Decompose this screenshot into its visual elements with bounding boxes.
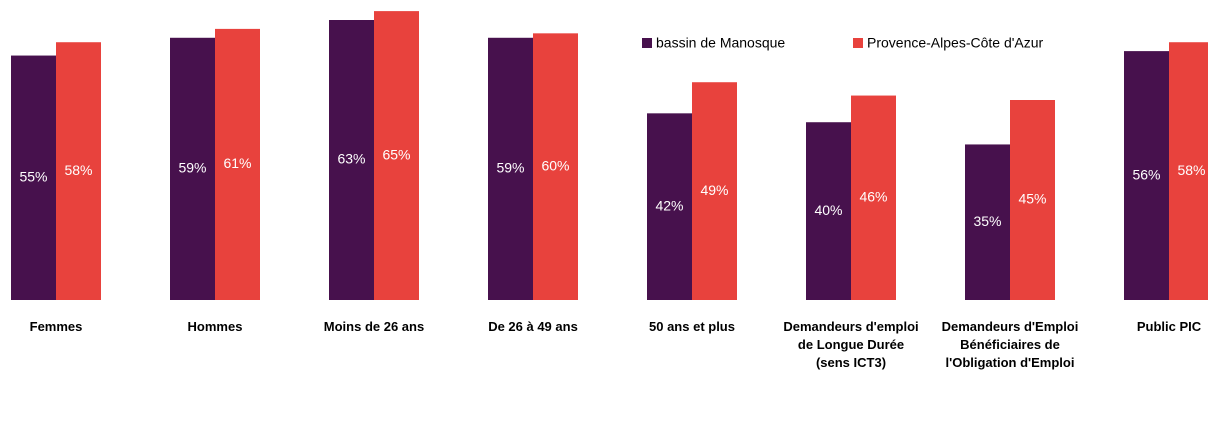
- bar: [329, 20, 374, 300]
- bar: [806, 122, 851, 300]
- category-label: Moins de 26 ans: [323, 319, 425, 334]
- value-label: 65%: [382, 146, 410, 162]
- category-label: Hommes: [187, 319, 243, 334]
- bar: [374, 11, 419, 300]
- bar: [533, 33, 578, 300]
- value-label: 60%: [541, 157, 569, 173]
- value-label: 58%: [64, 162, 92, 178]
- bar: [11, 55, 56, 300]
- value-label: 56%: [1132, 166, 1160, 182]
- value-label: 49%: [700, 182, 728, 198]
- value-label: 61%: [223, 155, 251, 171]
- bar: [965, 144, 1010, 300]
- bar: [692, 82, 737, 300]
- legend-swatch: [853, 38, 863, 48]
- bar: [851, 95, 896, 300]
- category-label: Public PIC: [1136, 319, 1202, 334]
- category-label: 50 ans et plus: [649, 319, 735, 334]
- category-label: De 26 à 49 ans: [488, 319, 578, 334]
- value-label: 35%: [973, 213, 1001, 229]
- value-label: 55%: [19, 168, 47, 184]
- value-label: 59%: [178, 160, 206, 176]
- category-label: Demandeurs d'emploi de Longue Durée (sen…: [783, 319, 919, 370]
- bar: [1124, 51, 1169, 300]
- value-label: 59%: [496, 160, 524, 176]
- bar: [1010, 100, 1055, 300]
- value-label: 45%: [1018, 191, 1046, 207]
- legend-label: bassin de Manosque: [656, 35, 785, 51]
- value-label: 58%: [1177, 162, 1205, 178]
- bar: [215, 28, 260, 301]
- bar: [647, 113, 692, 300]
- bar: [56, 42, 101, 300]
- category-label: Femmes: [29, 319, 83, 334]
- legend-label: Provence-Alpes-Côte d'Azur: [867, 35, 1044, 51]
- value-label: 46%: [859, 188, 887, 204]
- bar: [170, 37, 215, 301]
- value-label: 63%: [337, 151, 365, 167]
- bar: [1169, 42, 1208, 300]
- value-label: 42%: [655, 197, 683, 213]
- legend-swatch: [642, 38, 652, 48]
- value-label: 40%: [814, 202, 842, 218]
- bar: [488, 37, 533, 301]
- category-label: Demandeurs d'Emploi Bénéficiaires de l'O…: [941, 319, 1079, 370]
